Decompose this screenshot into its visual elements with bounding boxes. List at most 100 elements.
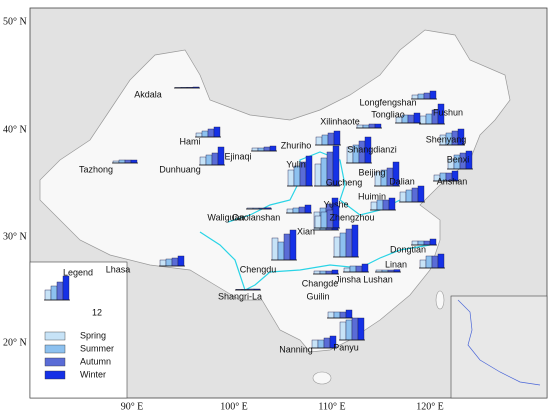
station-bar <box>289 229 297 261</box>
station-bar <box>339 311 347 319</box>
river <box>227 151 401 223</box>
station-label: Shangdianzi <box>347 144 397 154</box>
station-bar <box>437 253 445 269</box>
station-bar <box>171 257 179 267</box>
inset-map <box>450 295 548 399</box>
station-bar <box>417 93 425 100</box>
station-bar <box>407 114 415 124</box>
river <box>199 231 431 291</box>
station-bar <box>211 152 219 166</box>
station-label: Xilinhaote <box>320 116 360 126</box>
lon-label: 120° E <box>416 401 444 412</box>
station-label: Shangri-La <box>218 291 262 301</box>
station-bar <box>417 185 425 203</box>
station-bar <box>205 154 213 166</box>
station-bar <box>271 237 279 261</box>
station-label: Huimin <box>358 191 386 201</box>
lat-label: 40° N <box>3 124 27 135</box>
station-bar <box>382 199 390 211</box>
station-bar <box>345 319 353 341</box>
station-bar <box>423 92 431 100</box>
station-bar <box>429 90 437 100</box>
station-bar <box>339 232 347 258</box>
station-bar <box>305 155 313 187</box>
legend-scale: 12 <box>92 307 102 317</box>
lat-label: 50° N <box>3 16 27 27</box>
legend-swatch <box>44 357 66 367</box>
legend-swatch <box>44 370 66 380</box>
station-label: Ejinaqi <box>224 151 251 161</box>
station-bar <box>263 146 271 152</box>
station-bar <box>362 124 370 129</box>
station-label: Beijing <box>358 167 385 177</box>
island <box>312 371 332 385</box>
station-bar <box>118 159 126 164</box>
station-bar <box>425 113 433 125</box>
station-bar <box>207 128 215 138</box>
station-bar <box>351 224 359 258</box>
station-bar <box>286 208 294 214</box>
legend-label: Summer <box>80 343 114 353</box>
station-bar <box>388 197 396 211</box>
station-bar <box>343 267 351 273</box>
station-bar <box>345 309 353 319</box>
station-bar <box>323 337 331 349</box>
station-label: Benxi <box>447 154 470 164</box>
station-bar <box>201 130 209 138</box>
station-label: Lhasa <box>106 264 131 274</box>
legend-label: Winter <box>80 369 106 379</box>
station-bar <box>333 311 341 319</box>
station-label: Dunhuang <box>159 164 201 174</box>
station-bar <box>345 228 353 258</box>
station-label: Gaolanshan <box>232 212 281 222</box>
station-label: Longfengshan <box>359 97 416 107</box>
station-bar <box>327 132 335 146</box>
station-bar <box>159 259 167 267</box>
station-label: Shenyang <box>426 134 467 144</box>
station-bar <box>333 236 341 258</box>
station-bar <box>251 147 259 152</box>
station-label: Jinsha <box>335 274 361 284</box>
legend-box <box>29 261 128 399</box>
station-label: Yulin <box>286 159 306 169</box>
legend-bar <box>62 275 70 301</box>
station-bar <box>349 265 357 273</box>
station-bar <box>257 147 265 152</box>
station-bar <box>311 339 319 349</box>
station-bar <box>283 233 291 261</box>
station-bar <box>319 270 327 275</box>
station-bar <box>287 169 295 187</box>
station-label: Hami <box>179 136 200 146</box>
station-bar <box>130 159 138 164</box>
legend-label: Autumn <box>80 356 111 366</box>
station-label: Nanning <box>279 344 313 354</box>
station-label: Changde <box>302 278 339 288</box>
station-bar <box>177 255 185 267</box>
station-bar <box>368 123 376 129</box>
station-bar <box>269 145 277 152</box>
station-bar <box>351 317 359 341</box>
station-bar <box>165 258 173 267</box>
station-bar <box>327 311 335 319</box>
station-bar <box>370 201 378 211</box>
station-bar <box>217 146 225 166</box>
station-label: Zhuriho <box>281 140 312 150</box>
station-bar <box>298 206 306 214</box>
station-label: Fushun <box>433 107 463 117</box>
station-label: Akdala <box>134 89 162 99</box>
station-bar <box>213 126 221 138</box>
station-bar <box>317 339 325 349</box>
station-bar <box>355 265 363 273</box>
station-bar <box>357 317 365 341</box>
station-label: Tongliao <box>371 109 405 119</box>
station-label: Chengdu <box>240 264 277 274</box>
inset-coast <box>457 299 541 386</box>
station-bar <box>333 130 341 146</box>
lat-label: 20° N <box>3 337 27 348</box>
island <box>435 290 445 310</box>
station-label: Dalian <box>389 176 415 186</box>
station-label: Zhengzhou <box>329 212 374 222</box>
station-label: Dongtian <box>390 244 426 254</box>
